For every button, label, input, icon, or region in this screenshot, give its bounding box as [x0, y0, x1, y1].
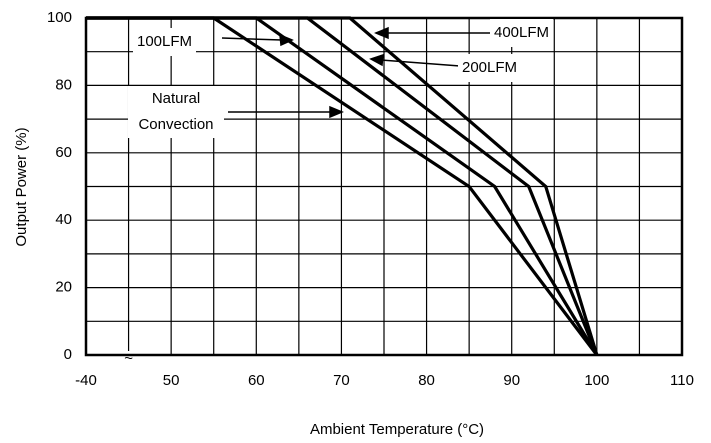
x-tick-label: 60	[248, 372, 265, 389]
x-tick-label: 90	[503, 372, 520, 389]
series-label: 100LFM	[133, 28, 197, 56]
series-label: 400LFM	[490, 19, 554, 47]
x-tick-label: 80	[418, 372, 435, 389]
x-tick-label: 50	[163, 372, 180, 389]
axis-break-label: ~	[124, 350, 133, 367]
annotation-arrows	[221, 26, 490, 119]
y-tick-label: 100	[47, 9, 72, 26]
y-axis-title: Output Power (%)	[13, 127, 30, 246]
series-label: 200LFM	[458, 54, 522, 82]
y-tick-label: 40	[55, 211, 72, 228]
x-tick-label: 70	[333, 372, 350, 389]
y-tick-label: 20	[55, 279, 72, 296]
x-axis-title: Ambient Temperature (°C)	[310, 421, 484, 438]
x-tick-label: 100	[584, 372, 609, 389]
y-tick-label: 60	[55, 144, 72, 161]
series-label: Natural Convection	[128, 86, 224, 138]
series-line	[86, 16, 599, 356]
x-tick-label: 110	[670, 372, 694, 389]
y-tick-label: 0	[64, 346, 72, 363]
plot-frame	[84, 16, 684, 357]
y-tick-label: 80	[55, 76, 72, 93]
x-tick-label: -40	[75, 372, 97, 389]
